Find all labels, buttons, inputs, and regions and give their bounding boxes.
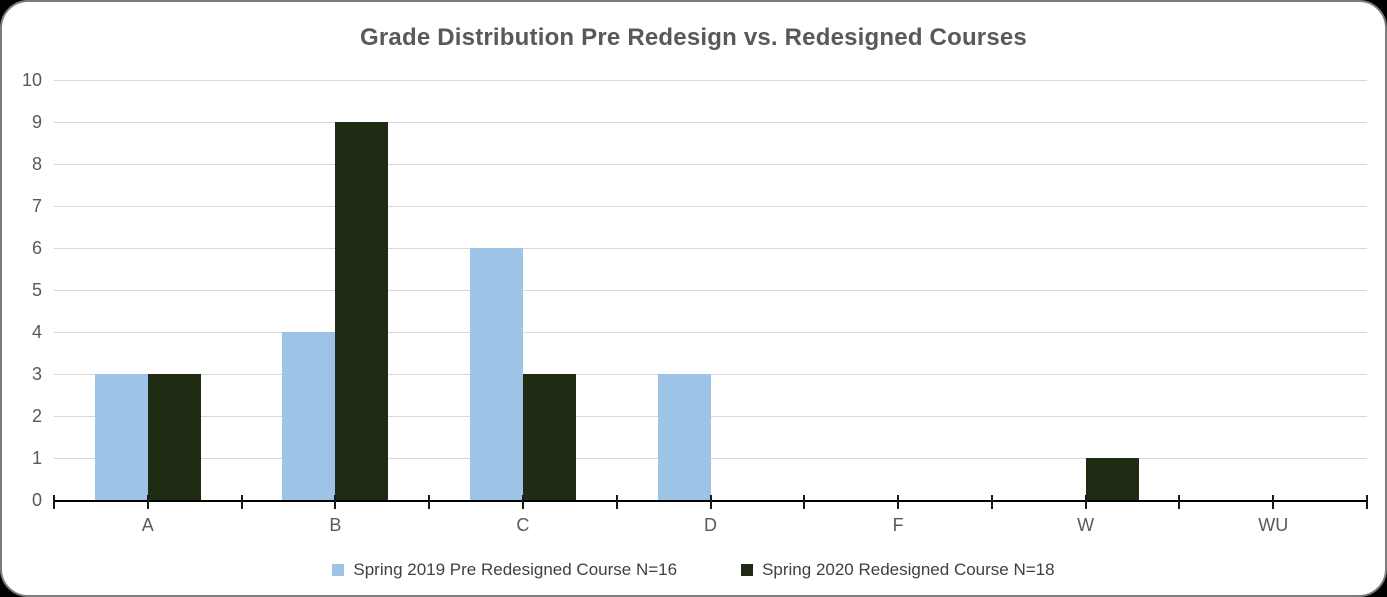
gridline bbox=[54, 164, 1367, 165]
legend-swatch-spring-2019 bbox=[332, 564, 345, 576]
y-tick-label: 6 bbox=[31, 238, 42, 258]
legend-label-spring-2019: Spring 2019 Pre Redesigned Course N=16 bbox=[353, 560, 678, 579]
gridline bbox=[54, 206, 1367, 207]
x-axis-tick bbox=[53, 495, 55, 509]
bar-c-series1 bbox=[469, 248, 523, 500]
x-axis-tick bbox=[240, 495, 243, 509]
x-tick-label: WU bbox=[1258, 515, 1289, 535]
x-axis-tick bbox=[428, 495, 431, 509]
y-tick-label: 7 bbox=[31, 196, 42, 216]
gridline bbox=[54, 332, 1367, 333]
x-axis-tick bbox=[990, 495, 993, 509]
y-tick-label: 8 bbox=[31, 154, 42, 174]
y-tick-label: 4 bbox=[31, 322, 42, 342]
bar-w-series2 bbox=[1085, 458, 1139, 500]
x-tick-label: C bbox=[516, 515, 530, 535]
x-axis-tick bbox=[803, 495, 806, 509]
y-tick-label: 3 bbox=[31, 364, 42, 384]
chart-title: Grade Distribution Pre Redesign vs. Rede… bbox=[360, 24, 1027, 51]
y-tick-label: 9 bbox=[31, 112, 42, 132]
x-axis-tick bbox=[709, 495, 712, 509]
x-tick-label: B bbox=[329, 515, 342, 535]
gridline bbox=[54, 248, 1367, 249]
gridline bbox=[54, 80, 1367, 81]
legend-item-spring-2019: Spring 2019 Pre Redesigned Course N=16 bbox=[332, 560, 677, 580]
bar-d-series1 bbox=[657, 374, 711, 500]
x-axis-tick bbox=[615, 495, 618, 509]
x-axis-tick bbox=[146, 495, 149, 509]
x-tick-label: D bbox=[703, 515, 717, 535]
x-tick-label: W bbox=[1077, 515, 1095, 535]
x-axis-tick bbox=[1272, 495, 1275, 509]
x-axis-tick bbox=[521, 495, 524, 509]
legend-swatch-spring-2020 bbox=[741, 564, 754, 576]
y-tick-label: 0 bbox=[31, 490, 42, 510]
x-tick-label: A bbox=[141, 515, 154, 535]
y-tick-label: 2 bbox=[31, 406, 42, 426]
x-axis-tick bbox=[897, 495, 900, 509]
bar-c-series2 bbox=[522, 374, 576, 500]
gridline bbox=[54, 374, 1367, 375]
y-tick-label: 5 bbox=[31, 280, 42, 300]
legend-item-spring-2020: Spring 2020 Redesigned Course N=18 bbox=[741, 560, 1055, 580]
bar-a-series2 bbox=[147, 374, 201, 500]
gridline bbox=[54, 458, 1367, 459]
bar-b-series2 bbox=[335, 122, 389, 500]
x-axis-tick bbox=[1178, 495, 1181, 509]
x-tick-label: F bbox=[892, 515, 904, 535]
y-tick-label: 1 bbox=[31, 448, 42, 468]
gridline bbox=[54, 416, 1367, 417]
bar-b-series1 bbox=[282, 332, 336, 500]
gridline bbox=[54, 290, 1367, 291]
bar-a-series1 bbox=[94, 374, 148, 500]
x-axis-tick bbox=[1084, 495, 1087, 509]
gridline bbox=[54, 122, 1367, 123]
legend: Spring 2019 Pre Redesigned Course N=16 S… bbox=[2, 560, 1385, 580]
legend-label-spring-2020: Spring 2020 Redesigned Course N=18 bbox=[762, 560, 1055, 579]
x-axis-tick bbox=[334, 495, 337, 509]
x-axis-tick bbox=[1366, 495, 1368, 509]
y-tick-label: 10 bbox=[21, 70, 42, 90]
